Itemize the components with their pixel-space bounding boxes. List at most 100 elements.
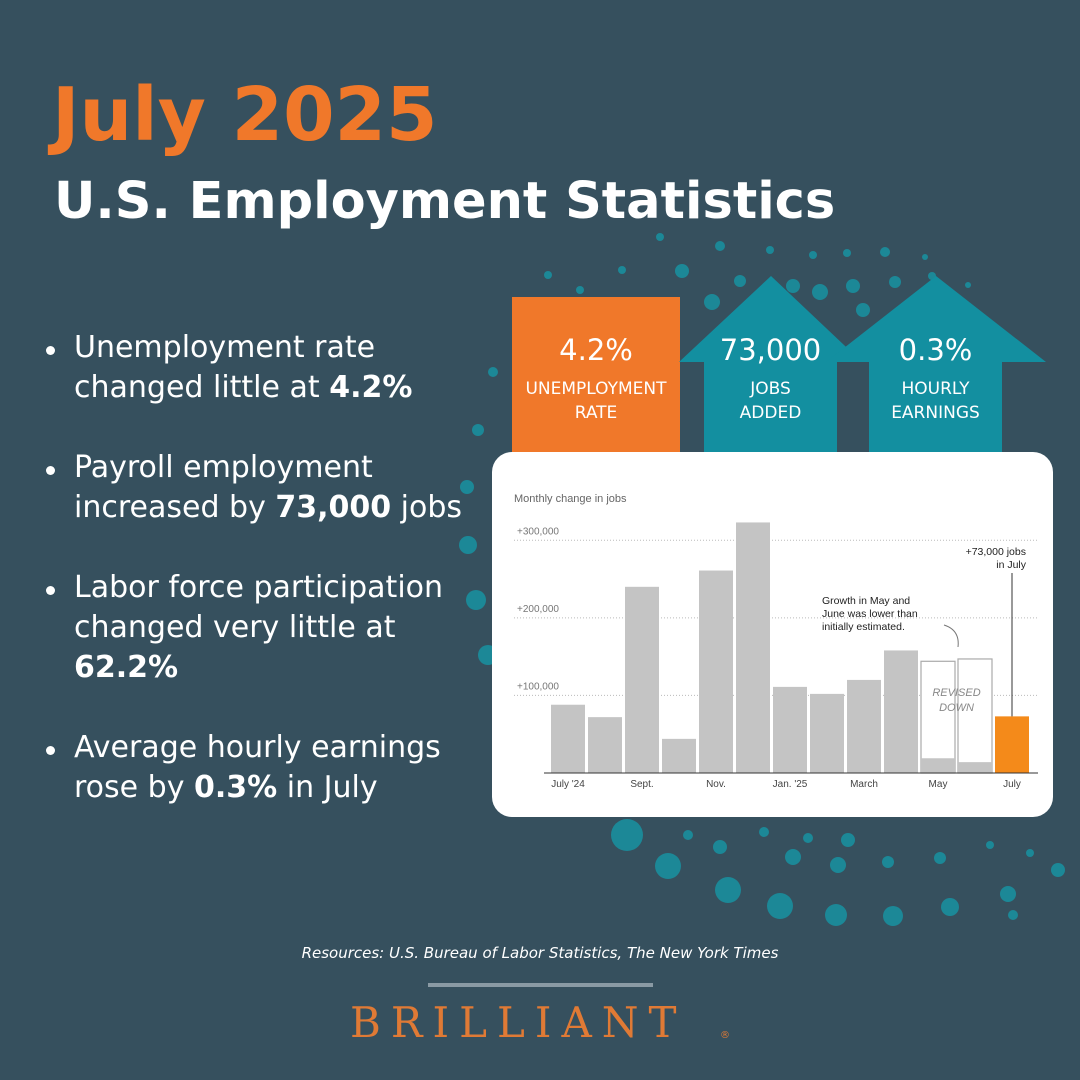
decorative-dot xyxy=(460,480,474,494)
stat-bullet-list: Unemployment rate changed little at 4.2%… xyxy=(46,328,466,848)
decorative-dot xyxy=(830,857,846,873)
y-tick-label: +200,000 xyxy=(517,604,559,615)
bar xyxy=(921,758,955,773)
july-annotation: +73,000 jobs xyxy=(966,546,1026,558)
stat-value: 73,000 xyxy=(719,333,822,367)
revision-note-pointer xyxy=(943,624,959,648)
decorative-dot xyxy=(803,833,813,843)
x-tick-label: March xyxy=(850,779,878,790)
decorative-dot xyxy=(611,819,643,851)
chart-title: Monthly change in jobs xyxy=(514,493,627,505)
stat-label-line2: ADDED xyxy=(739,403,802,423)
decorative-dot xyxy=(655,853,681,879)
bullet-unemployment: Unemployment rate changed little at 4.2% xyxy=(46,328,466,408)
unemployment-box xyxy=(512,297,680,455)
decorative-dot xyxy=(675,264,689,278)
decorative-dot xyxy=(786,279,800,293)
decorative-dot xyxy=(889,276,901,288)
jobs-bar-chart: Monthly change in jobs +100,000 +200,000 +… xyxy=(514,493,1038,790)
y-tick-label: +100,000 xyxy=(517,681,559,692)
highlight-bar xyxy=(995,716,1029,773)
source-credit: Resources: U.S. Bureau of Labor Statisti… xyxy=(301,944,779,962)
jobs-arrow-shape xyxy=(679,276,862,455)
july-annotation: in July xyxy=(996,559,1027,571)
decorative-dot xyxy=(841,833,855,847)
decorative-dot xyxy=(459,536,477,554)
bar xyxy=(773,686,807,773)
decorative-dot xyxy=(472,424,484,436)
bar xyxy=(847,679,881,773)
decorative-dot xyxy=(922,254,928,260)
registered-mark: ® xyxy=(720,1030,730,1041)
decorative-dot xyxy=(576,286,584,294)
x-tick-label: Nov. xyxy=(706,779,726,790)
decorative-dot xyxy=(825,904,847,926)
decorative-dot xyxy=(934,852,946,864)
divider xyxy=(428,983,653,987)
decorative-dot xyxy=(812,284,828,300)
bar xyxy=(588,717,622,773)
decorative-dot xyxy=(713,840,727,854)
decorative-dot xyxy=(618,266,626,274)
bullet-payroll: Payroll employment increased by 73,000 j… xyxy=(46,448,466,528)
bar xyxy=(810,693,844,773)
stat-value: 0.3% xyxy=(898,333,973,367)
revised-down-label: DOWN xyxy=(939,702,974,714)
bar xyxy=(736,522,770,773)
decorative-dot xyxy=(683,830,693,840)
chart-card: Monthly change in jobs +100,000 +200,000 +… xyxy=(492,452,1053,817)
decorative-dot xyxy=(880,247,890,257)
original-estimate-outline xyxy=(920,660,956,774)
decorative-dot xyxy=(734,275,746,287)
stat-earnings: 0.3% HOURLY EARNINGS xyxy=(869,333,1002,425)
decorative-dot xyxy=(856,303,870,317)
bar xyxy=(662,738,696,773)
decorative-dot xyxy=(704,294,720,310)
decorative-dot xyxy=(544,271,552,279)
decorative-dot xyxy=(1026,849,1034,857)
x-tick-label: July '24 xyxy=(551,779,585,790)
bar xyxy=(958,762,992,773)
decorative-dot xyxy=(1000,886,1016,902)
x-tick-label: Jan. '25 xyxy=(773,779,808,790)
stat-jobs: 73,000 JOBS ADDED xyxy=(704,333,837,425)
decorative-dot xyxy=(941,898,959,916)
bar xyxy=(625,586,659,773)
decorative-dot xyxy=(1051,863,1065,877)
decorative-dot xyxy=(846,279,860,293)
bar xyxy=(699,570,733,773)
decorative-dot xyxy=(759,827,769,837)
stat-label-line2: EARNINGS xyxy=(891,403,980,423)
decorative-dot xyxy=(715,877,741,903)
earnings-arrow-shape xyxy=(826,276,1046,455)
stat-value: 4.2% xyxy=(559,333,633,367)
brand-logo: BRILLIANT xyxy=(350,998,687,1047)
stat-label-line1: JOBS xyxy=(750,379,791,399)
decorative-dot xyxy=(766,246,774,254)
decorative-dot xyxy=(785,849,801,865)
stat-label-line1: HOURLY xyxy=(901,379,970,399)
decorative-dot xyxy=(809,251,817,259)
stat-unemployment: 4.2% UNEMPLOYMENT RATE xyxy=(512,333,680,425)
revision-note: initially estimated. xyxy=(822,621,905,633)
decorative-dot xyxy=(656,233,664,241)
page-title: U.S. Employment Statistics xyxy=(54,172,836,231)
revision-note: June was lower than xyxy=(822,608,918,620)
revision-note: Growth in May and xyxy=(822,595,910,607)
stat-label-line1: UNEMPLOYMENT xyxy=(525,379,667,399)
x-tick-label: Sept. xyxy=(630,779,653,790)
decorative-dot xyxy=(466,590,486,610)
month-heading: July 2025 xyxy=(52,72,438,158)
x-tick-label: July xyxy=(1003,779,1021,790)
bullet-participation: Labor force participation changed very l… xyxy=(46,568,466,688)
decorative-dot xyxy=(882,856,894,868)
decorative-dot xyxy=(488,367,498,377)
decorative-dot xyxy=(965,282,971,288)
decorative-dot xyxy=(1008,910,1018,920)
decorative-dot xyxy=(986,841,994,849)
original-estimate-outline xyxy=(957,658,993,774)
bar xyxy=(884,650,918,773)
decorative-dot xyxy=(767,893,793,919)
